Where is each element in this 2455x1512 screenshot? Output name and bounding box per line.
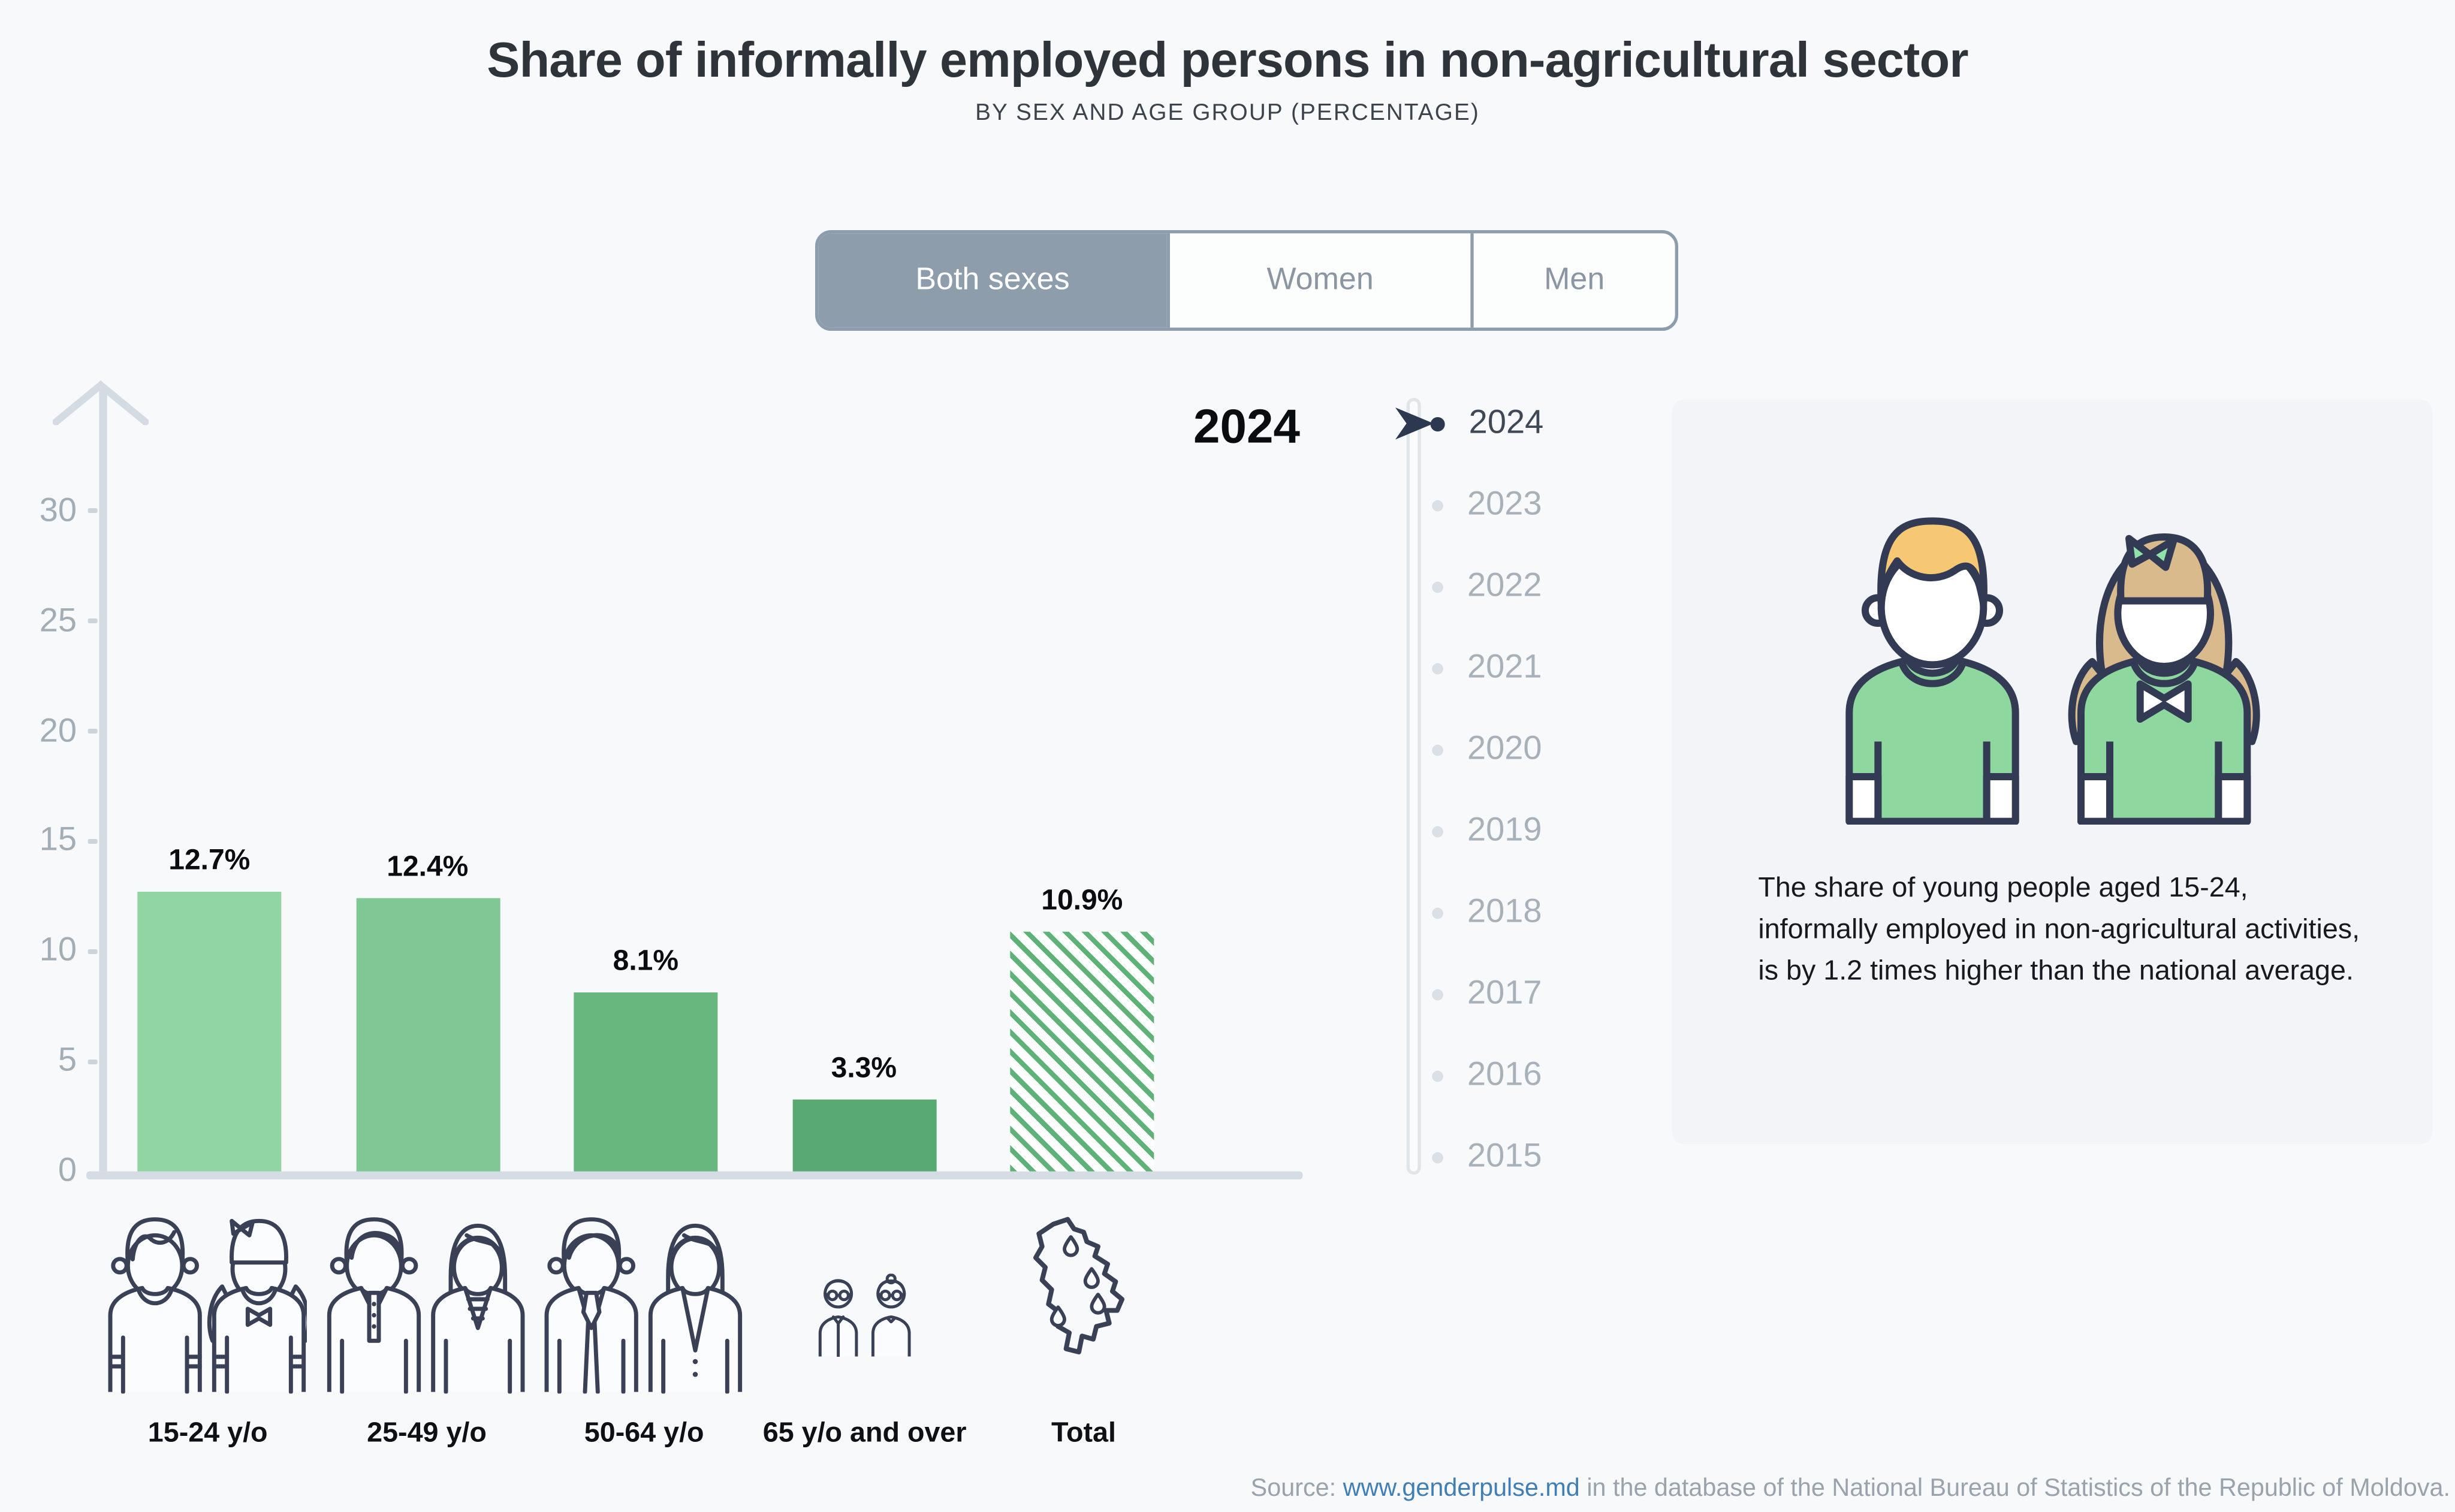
y-axis-tick-label: 30 [39, 492, 77, 529]
timeline-dot [1430, 416, 1445, 431]
timeline-year-2016[interactable]: 2016 [1432, 1055, 1542, 1096]
bar-50-64 y/o[interactable] [574, 993, 718, 1172]
bar-value-label: 12.7% [168, 844, 251, 876]
bar-15-24 y/o[interactable] [137, 892, 282, 1172]
bar-Total[interactable] [1010, 931, 1154, 1172]
y-axis-tick-label: 20 [39, 712, 77, 749]
y-axis-tick [88, 729, 98, 734]
timeline-year-label: 2018 [1467, 893, 1542, 931]
source-prefix: Source: [1250, 1475, 1343, 1502]
y-axis [99, 388, 107, 1172]
timeline-year-label: 2017 [1467, 974, 1542, 1012]
y-axis-tick [88, 838, 98, 844]
boy-girl-illustration [1845, 517, 2260, 825]
timeline-year-2019[interactable]: 2019 [1432, 810, 1542, 852]
timeline-year-2022[interactable]: 2022 [1432, 566, 1542, 607]
timeline-dot [1432, 662, 1444, 674]
y-axis-tick-label: 0 [58, 1152, 77, 1190]
toggle-both-sexes[interactable]: Both sexes [818, 233, 1167, 328]
category-label-65-over: 65 y/o and over [762, 1416, 967, 1448]
timeline-cursor-icon[interactable] [1394, 406, 1435, 441]
y-axis-tick [88, 1059, 98, 1064]
y-axis-tick-label: 25 [39, 602, 77, 639]
timeline-year-2020[interactable]: 2020 [1432, 729, 1542, 770]
sex-toggle: Both sexes Women Men [815, 230, 1679, 331]
timeline-dot [1432, 825, 1444, 837]
page-title: Share of informally employed persons in … [487, 32, 1968, 88]
x-axis [86, 1171, 1303, 1180]
timeline-year-label: 2016 [1467, 1056, 1542, 1094]
y-axis-tick-label: 15 [39, 822, 77, 859]
toggle-men[interactable]: Men [1470, 233, 1675, 328]
timeline-dot [1432, 988, 1444, 1000]
timeline-year-label: 2019 [1467, 811, 1542, 849]
timeline-dot [1432, 907, 1444, 919]
category-label-total: Total [1051, 1416, 1117, 1448]
senior-pair-icon [544, 1211, 743, 1401]
category-label-15-24: 15-24 y/o [147, 1416, 268, 1448]
bar-25-49 y/o[interactable] [355, 898, 500, 1172]
timeline-dot [1432, 581, 1444, 593]
bar-value-label: 3.3% [831, 1051, 897, 1083]
elderly-pair-icon [815, 1273, 914, 1365]
source-line: Source: www.genderpulse.md in the databa… [1251, 1475, 2450, 1504]
y-axis-tick-label: 5 [58, 1042, 77, 1079]
timeline-dot [1432, 1151, 1444, 1163]
timeline-year-label: 2024 [1468, 404, 1544, 442]
bar-value-label: 10.9% [1041, 883, 1123, 916]
timeline-track[interactable] [1406, 398, 1421, 1175]
timeline-year-label: 2021 [1467, 648, 1542, 686]
bar-65 y/o and over[interactable] [792, 1098, 936, 1172]
y-axis-tick-label: 10 [39, 932, 77, 969]
timeline-year-label: 2015 [1467, 1137, 1542, 1175]
y-axis-tick [88, 509, 98, 514]
bar-value-label: 12.4% [387, 850, 469, 883]
timeline-year-label: 2023 [1467, 485, 1542, 523]
y-axis-tick [88, 949, 98, 954]
adult-pair-icon [326, 1211, 526, 1401]
timeline-year-2017[interactable]: 2017 [1432, 973, 1542, 1015]
teen-pair-icon [107, 1211, 311, 1401]
category-label-50-64: 50-64 y/o [584, 1416, 704, 1448]
source-link[interactable]: www.genderpulse.md [1343, 1475, 1580, 1502]
info-card-text: The share of young people aged 15-24, in… [1758, 871, 2360, 986]
y-axis-arrow-icon [53, 380, 149, 425]
category-label-25-49: 25-49 y/o [367, 1416, 487, 1448]
bar-value-label: 8.1% [613, 945, 679, 977]
timeline-year-2021[interactable]: 2021 [1432, 647, 1542, 689]
page-subtitle: BY SEX AND AGE GROUP (PERCENTAGE) [975, 101, 1480, 126]
timeline-dot [1432, 744, 1444, 756]
info-card [1672, 399, 2433, 1145]
timeline-year-label: 2022 [1467, 567, 1542, 605]
timeline-year-2015[interactable]: 2015 [1432, 1136, 1542, 1178]
toggle-women[interactable]: Women [1166, 233, 1471, 328]
timeline-year-label: 2020 [1467, 730, 1542, 768]
source-suffix: in the database of the National Bureau o… [1579, 1475, 2451, 1502]
timeline-year-2024[interactable]: 2024 [1430, 403, 1544, 444]
timeline-year-2023[interactable]: 2023 [1432, 484, 1542, 526]
timeline-dot [1432, 1070, 1444, 1082]
timeline-dot [1432, 499, 1444, 511]
timeline-year-2018[interactable]: 2018 [1432, 892, 1542, 933]
moldova-map-icon [1024, 1215, 1144, 1402]
y-axis-tick [88, 618, 98, 624]
selected-year-label: 2024 [1193, 401, 1301, 454]
